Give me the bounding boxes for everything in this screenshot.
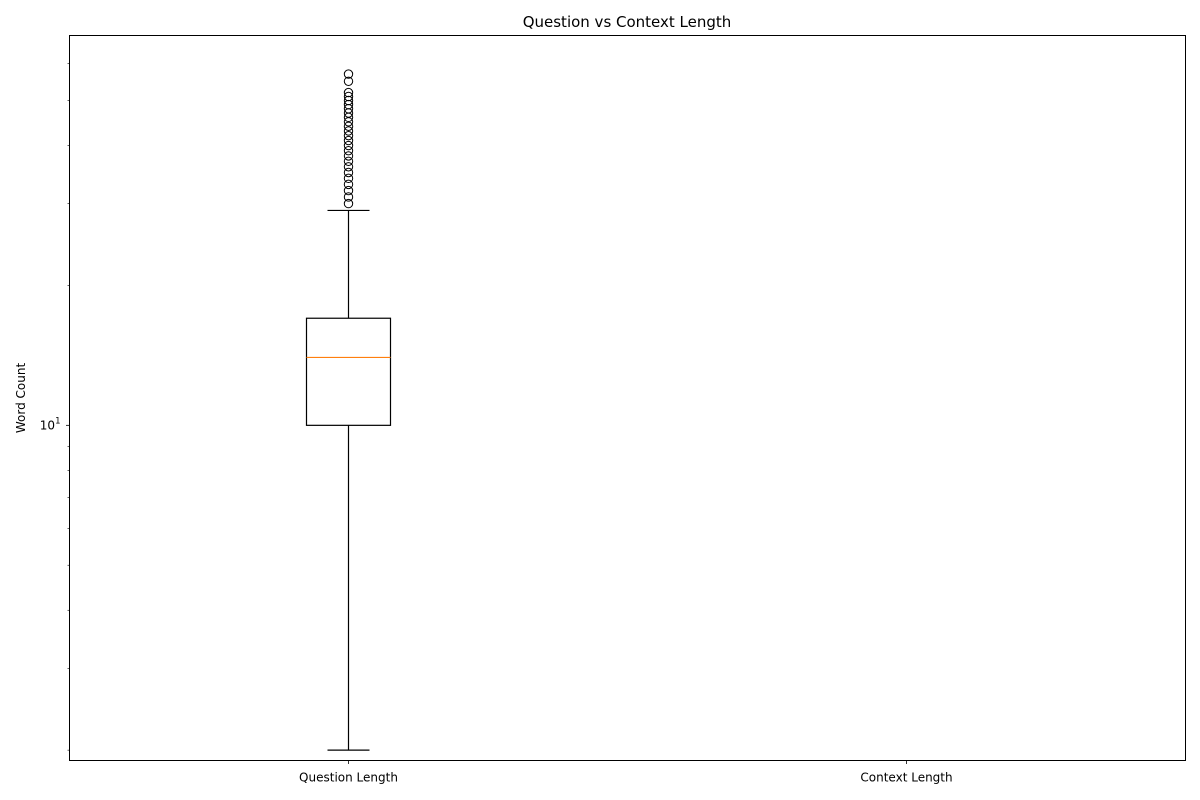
outlier-point bbox=[343, 156, 354, 166]
outlier-point bbox=[343, 121, 354, 132]
outlier-point bbox=[343, 130, 354, 141]
outlier-point bbox=[343, 91, 354, 102]
x-tick-label: Question Length bbox=[299, 771, 398, 785]
y-tick-label-exponent: 1 bbox=[55, 416, 60, 426]
y-tick-label: 101 bbox=[40, 416, 61, 432]
outlier-point bbox=[343, 145, 354, 156]
outlier-point bbox=[343, 173, 354, 184]
outlier-point bbox=[343, 76, 354, 86]
outlier-point bbox=[343, 151, 354, 161]
plot-frame bbox=[69, 35, 1186, 761]
y-tick-label-base: 10 bbox=[40, 418, 55, 432]
outlier-point bbox=[343, 162, 354, 172]
x-axis-ticks: Question Length Context Length bbox=[299, 760, 953, 785]
outlier-point bbox=[343, 140, 354, 151]
box-series bbox=[305, 69, 392, 751]
x-tick-label: Context Length bbox=[860, 771, 952, 785]
outlier-point bbox=[343, 135, 354, 146]
outlier-point bbox=[343, 179, 354, 190]
outlier-point bbox=[343, 87, 354, 98]
y-axis-label: Word Count bbox=[14, 363, 28, 434]
outlier-point bbox=[343, 185, 354, 196]
chart-title: Question vs Context Length bbox=[523, 13, 732, 31]
outlier-point bbox=[343, 198, 354, 209]
outlier-point bbox=[343, 69, 354, 79]
interquartile-box bbox=[305, 317, 392, 426]
outlier-point bbox=[343, 192, 354, 202]
outlier-point bbox=[343, 126, 354, 136]
outlier-point bbox=[343, 167, 354, 178]
y-axis-ticks: 101 bbox=[40, 63, 70, 751]
